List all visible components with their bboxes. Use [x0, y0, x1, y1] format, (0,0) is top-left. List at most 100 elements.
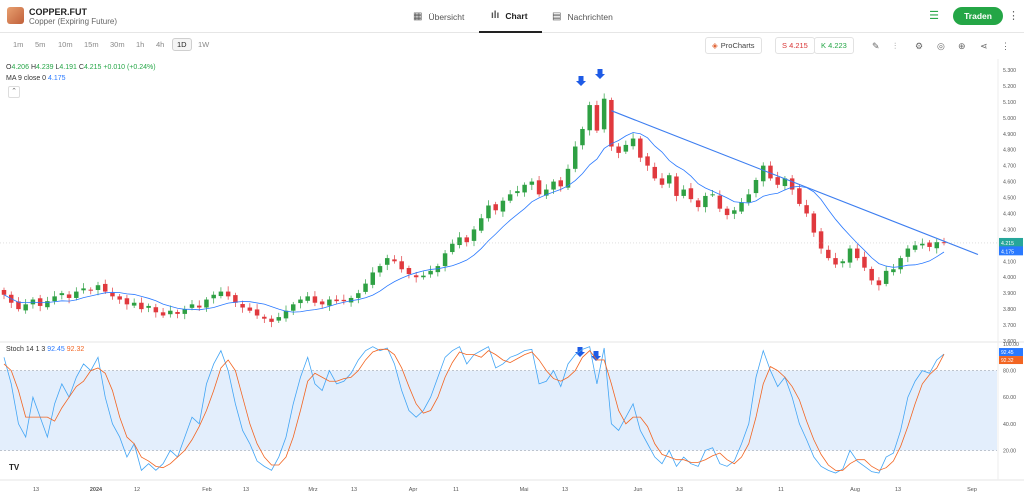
candle-body [146, 305, 151, 308]
draw-icon[interactable]: ✎ [872, 41, 880, 51]
candle-body [399, 261, 404, 270]
candle-body [196, 305, 202, 308]
timeframe-15m[interactable]: 15m [84, 40, 99, 49]
stoch-tick-label: 80.00 [1003, 369, 1016, 375]
price-tick-label: 4.300 [1003, 227, 1016, 233]
price-tick-label: 4.700 [1003, 164, 1016, 170]
candle-body [775, 177, 780, 185]
candle-body [739, 202, 744, 212]
candle-body [348, 297, 354, 303]
ma-legend: MA 9 close 0 4.175 [6, 75, 66, 82]
timeframe-4h[interactable]: 4h [156, 40, 165, 49]
candle-body [710, 194, 715, 196]
sell-price-button[interactable]: S 4.215 [775, 37, 815, 54]
candle-body [529, 181, 535, 185]
candle-body [826, 249, 831, 259]
candle-body [37, 298, 43, 306]
tab-news[interactable]: ▤ Nachrichten [552, 0, 613, 33]
trade-button[interactable]: Traden [953, 7, 1003, 25]
candle-body [580, 128, 585, 146]
settings-icon[interactable]: ⚙ [915, 41, 924, 51]
timeframe-1w[interactable]: 1W [198, 40, 210, 49]
candle-body [666, 175, 672, 184]
candle-body [442, 253, 448, 267]
candle-body [276, 317, 282, 321]
timeframe-1m[interactable]: 1m [13, 40, 24, 49]
candle-body [934, 242, 940, 249]
time-tick-label: 13 [677, 487, 683, 493]
price-tick-label: 4.500 [1003, 196, 1016, 202]
candle-body [363, 283, 368, 292]
candle-body [587, 105, 592, 131]
ma-price-label: 4.175 [1001, 249, 1014, 255]
symbol-description: Copper (Expiring Future) [29, 17, 118, 26]
buy-price-button[interactable]: K 4.223 [814, 37, 854, 54]
candle-body [703, 195, 708, 208]
procharts-button[interactable]: ◈ ProCharts [705, 37, 762, 54]
price-chart[interactable]: 5.300 5.200 5.100 5.000 4.900 4.800 4.700 4.600… [0, 59, 1024, 499]
last-price-tag [999, 237, 1023, 247]
candle-body [117, 296, 122, 300]
candle-body [551, 181, 556, 190]
candle-body [681, 189, 686, 196]
candle-body [898, 258, 903, 270]
more-options-icon[interactable]: ⋮ [1008, 10, 1019, 22]
candle-body [189, 304, 195, 308]
grid-icon: ▦ [413, 11, 423, 22]
time-tick-label: Mai [520, 487, 529, 493]
candle-body [283, 310, 289, 319]
candle-body [797, 188, 802, 204]
candle-body [833, 258, 838, 265]
tab-overview[interactable]: ▦ Übersicht [413, 0, 464, 33]
candle-body [847, 248, 853, 263]
candle-body [782, 178, 788, 187]
watchlist-menu-icon[interactable]: ☰ [929, 10, 939, 22]
candle-body [139, 302, 144, 310]
peak-marker-arrow [576, 76, 586, 86]
timeframe-1h[interactable]: 1h [136, 40, 145, 49]
timeframe-5m[interactable]: 5m [35, 40, 46, 49]
candle-body [630, 138, 636, 147]
candle-body [507, 194, 513, 201]
candle-body [905, 248, 911, 257]
candle-body [912, 245, 918, 250]
camera-icon[interactable]: ◎ [937, 41, 945, 51]
candle-body [558, 180, 564, 187]
candle-body [674, 176, 679, 196]
stoch-k-tag-label: 92.45 [1001, 350, 1014, 356]
candle-body [110, 292, 115, 297]
candle-body [225, 291, 231, 297]
timeframe-10m[interactable]: 10m [58, 40, 73, 49]
candle-body [688, 188, 694, 200]
candle-body [392, 259, 397, 262]
tab-chart[interactable]: ılı Chart [479, 0, 542, 33]
time-tick-label: 12 [134, 487, 140, 493]
candle-body [746, 194, 752, 203]
candle-body [854, 248, 860, 259]
candle-body [298, 299, 303, 304]
candle-body [609, 99, 614, 147]
share-icon[interactable]: ⋖ [980, 41, 988, 51]
add-alert-icon[interactable]: ⊕ [958, 41, 966, 51]
candle-body [891, 269, 896, 273]
ma-label: MA 9 close 0 [6, 75, 47, 82]
ma-line [3, 132, 945, 313]
candle-body [623, 144, 629, 152]
timeframe-30m[interactable]: 30m [110, 40, 125, 49]
collapse-legend-icon[interactable]: ⌃ [8, 86, 20, 98]
candle-body [211, 294, 216, 299]
time-tick-label: Sep [967, 487, 977, 493]
candle-body [450, 243, 455, 253]
indicators-icon[interactable]: ⫶ [894, 41, 897, 51]
candle-body [182, 309, 188, 314]
timeframe-1d[interactable]: 1D [172, 38, 192, 51]
candle-body [124, 298, 130, 305]
tab-overview-label: Übersicht [428, 11, 465, 22]
candle-body [515, 191, 520, 194]
more-chart-options-icon[interactable]: ⋮ [1001, 41, 1010, 51]
candle-body [753, 179, 759, 194]
candle-body [240, 304, 245, 308]
time-tick-label: Jul [735, 487, 742, 493]
candle-body [88, 289, 94, 291]
stoch-d-value: 92.32 [66, 346, 85, 353]
